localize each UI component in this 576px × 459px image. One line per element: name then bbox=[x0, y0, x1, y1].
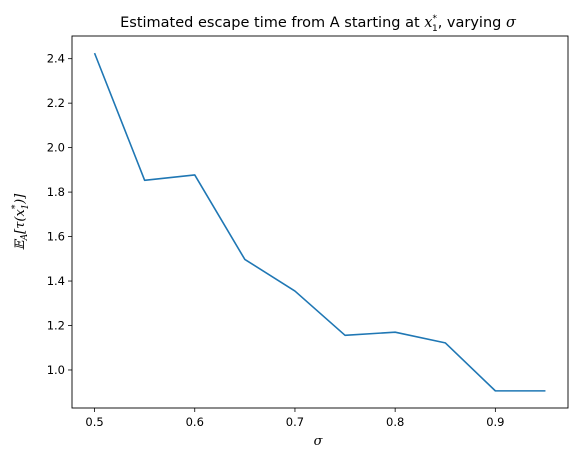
y-tick-label: 1.0 bbox=[47, 363, 65, 377]
x-tick-label: 0.9 bbox=[486, 415, 504, 429]
y-tick-label: 1.4 bbox=[47, 274, 65, 288]
chart-title: Estimated escape time from A starting at… bbox=[120, 14, 517, 34]
x-tick-label: 0.5 bbox=[85, 415, 103, 429]
plot-area: 0.5 0.6 0.7 0.8 0.9 1.0 1.2 1.4 1.6 1.8 2.0 2.2 2.4 bbox=[47, 35, 569, 429]
axes-frame bbox=[71, 35, 569, 409]
y-tick-label: 1.8 bbox=[47, 185, 65, 199]
x-tick-label: 0.8 bbox=[386, 415, 404, 429]
x-axis-ticks: 0.5 0.6 0.7 0.8 0.9 bbox=[85, 408, 505, 429]
y-tick-label: 1.6 bbox=[47, 230, 65, 244]
series-layer bbox=[93, 52, 546, 392]
x-axis-label: σ bbox=[314, 434, 324, 449]
y-axis-label: 𝔼A[τ(x*1)] bbox=[11, 193, 31, 250]
x-tick-label: 0.7 bbox=[286, 415, 304, 429]
y-tick-label: 2.2 bbox=[47, 96, 65, 110]
x-tick-label: 0.6 bbox=[186, 415, 204, 429]
y-tick-label: 2.0 bbox=[47, 141, 65, 155]
y-axis-ticks: 1.0 1.2 1.4 1.6 1.8 2.0 2.2 2.4 bbox=[47, 52, 72, 377]
y-tick-label: 1.2 bbox=[47, 319, 65, 333]
y-tick-label: 2.4 bbox=[47, 52, 65, 66]
series-line bbox=[93, 52, 546, 392]
